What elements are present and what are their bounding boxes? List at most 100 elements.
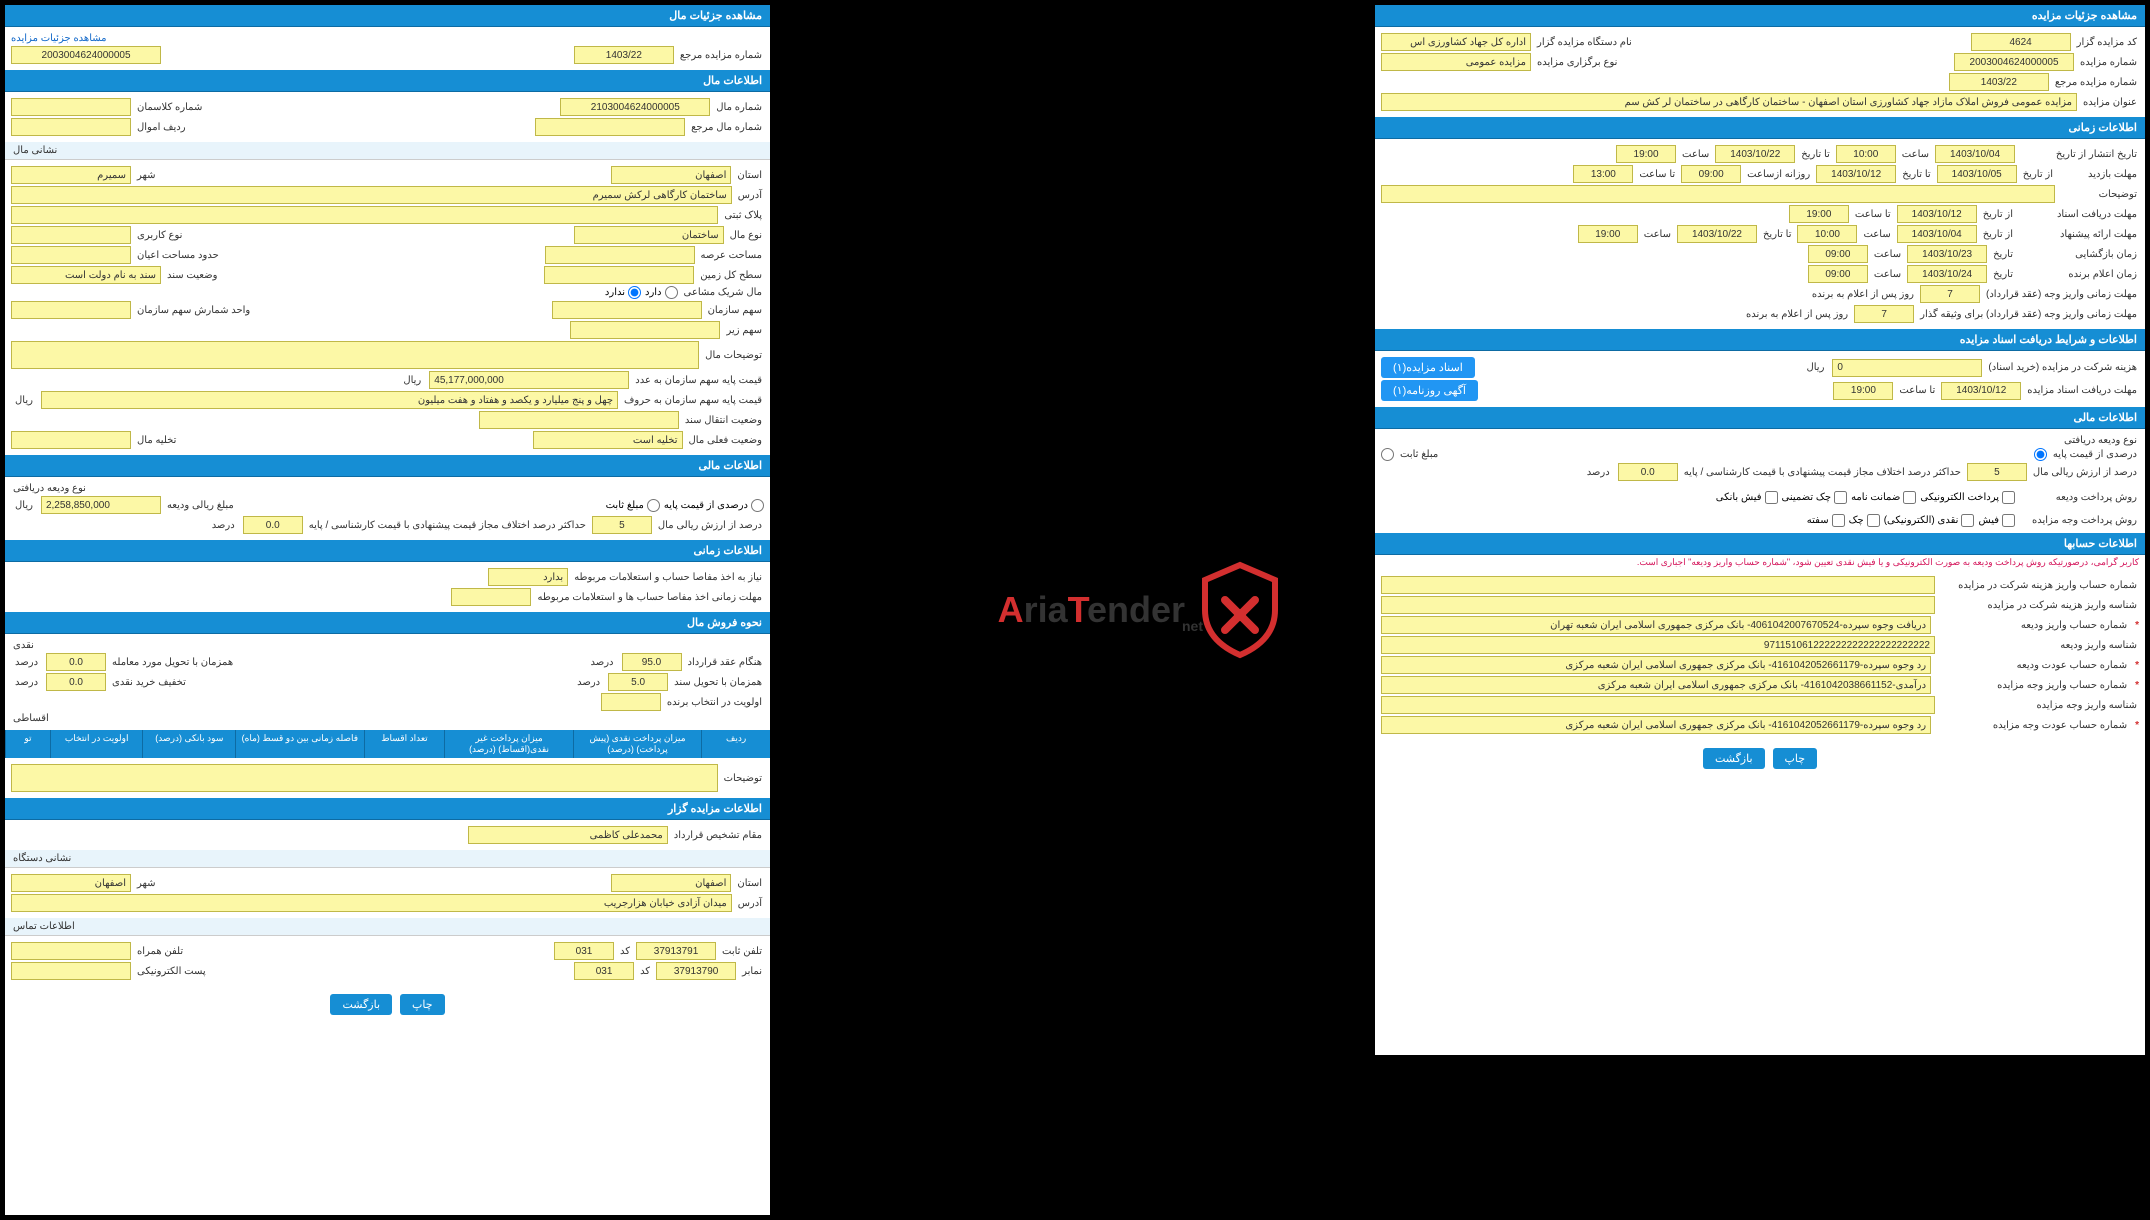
field-discount: 0.0 [46, 673, 106, 691]
field-delivery: 0.0 [46, 653, 106, 671]
field-usage [11, 226, 131, 244]
th6: سود بانکی (درصد) [142, 730, 235, 758]
cb-m2[interactable] [1903, 491, 1916, 504]
label-deposit-type: نوع ودیعه دریافتی [2019, 435, 2139, 446]
section-financial: اطلاعات مالی [1375, 407, 2145, 429]
label-address2: آدرس [736, 898, 764, 909]
cb-m4[interactable] [1765, 491, 1778, 504]
field-max-diff: 0.0 [1618, 463, 1678, 481]
link-auction-detail[interactable]: مشاهده جزئیات مزایده [11, 33, 107, 44]
field-max-diff-l: 0.0 [243, 516, 303, 534]
field-need-clear: بدارد [488, 568, 568, 586]
radio-pct[interactable] [2034, 448, 2047, 461]
cb-p3[interactable] [1867, 514, 1880, 527]
field-vacate [11, 431, 131, 449]
u-pct2: درصد [11, 657, 42, 668]
label-days-after: روز پس از اعلام به برنده [1810, 289, 1916, 300]
field-auction-type: مزایده عمومی [1381, 53, 1531, 71]
cb-p2[interactable] [1961, 514, 1974, 527]
label-days-after2: روز پس از اعلام به برنده [1744, 309, 1850, 320]
cb-m1[interactable] [2002, 491, 2015, 504]
label-need-clear: نیاز به اخذ مفاصا حساب و استعلامات مربوط… [572, 572, 764, 583]
l-dt: تا ساعت [1853, 209, 1893, 220]
label-vacate: تخلیه مال [135, 435, 178, 446]
unit-pct: درصد [1583, 467, 1614, 478]
btn-print-left[interactable]: چاپ [400, 994, 445, 1015]
unit-riyal-l: ریال [399, 375, 425, 386]
accounts-note: کاربر گرامی، درصورتیکه روش پرداخت ودیعه … [1375, 555, 2145, 570]
label-deposit-type-l: نوع ودیعه دریافتی [11, 483, 88, 494]
cb-p1[interactable] [2002, 514, 2015, 527]
lbl-time2: ساعت [1680, 149, 1711, 160]
btn-back-left[interactable]: بازگشت [330, 994, 392, 1015]
field-current: تخلیه است [533, 431, 683, 449]
field-org: اداره کل جهاد کشاورزی اس [1381, 33, 1531, 51]
label-acc6: شماره حساب واریز وجه مزایده [1935, 680, 2129, 691]
label-province: استان [735, 170, 764, 181]
th1: ردیف [701, 730, 770, 758]
u-pct1: درصد [586, 657, 617, 668]
label-acc4: شناسه واریز ودیعه [1939, 640, 2139, 651]
btn-print-right[interactable]: چاپ [1773, 748, 1818, 769]
label-acc1: شماره حساب واریز هزینه شرکت در مزایده [1939, 580, 2139, 591]
field-publish-to: 1403/10/22 [1715, 145, 1795, 163]
btn-auction-docs[interactable]: اسناد مزایده(۱) [1381, 357, 1475, 378]
label-ayan: حدود مساحت اعیان [135, 250, 221, 261]
field-acc8: رد وجوه سپرده-4161042052661179- بانک مرک… [1381, 716, 1931, 734]
field-auth: محمدعلی کاظمی [468, 826, 668, 844]
label-area: مساحت عرصه [699, 250, 764, 261]
label-max-diff: حداکثر درصد اختلاف مجاز قیمت پیشنهادی با… [1682, 467, 1963, 478]
btn-newspaper[interactable]: آگهی روزنامه(۱) [1381, 380, 1478, 401]
radio-share-no[interactable] [628, 286, 641, 299]
cb-p4[interactable] [1832, 514, 1845, 527]
field-open-time: 09:00 [1808, 245, 1868, 263]
radio-fixed[interactable] [1381, 448, 1394, 461]
field-mobile [11, 942, 131, 960]
label-auction-no: شماره مزایده [2078, 57, 2139, 68]
field-doc: 5.0 [608, 673, 668, 691]
label-ref-l: شماره مزایده مرجع [678, 50, 764, 61]
field-guarantee-time: 7 [1854, 305, 1914, 323]
field-fax: 37913790 [656, 962, 736, 980]
u-pct4: درصد [11, 677, 42, 688]
radio-share-yes[interactable] [665, 286, 678, 299]
cb-m3[interactable] [1834, 491, 1847, 504]
btn-back-right[interactable]: بازگشت [1703, 748, 1765, 769]
label-pct-from: درصد از ارزش ریالی مال [656, 520, 764, 531]
label-acc5: شماره حساب عودت ودیعه [1935, 660, 2129, 671]
field-doc-to-t: 19:00 [1789, 205, 1849, 223]
radio-pct-l[interactable] [751, 499, 764, 512]
field-visit-from: 1403/10/05 [1937, 165, 2017, 183]
field-acc6: درآمدی-4161042038661152- بانک مرکزی جمهو… [1381, 676, 1931, 694]
field-deposit-amt: 2,258,850,000 [41, 496, 161, 514]
field-acc7 [1381, 696, 1935, 714]
l-ot: تا تاریخ [1761, 229, 1794, 240]
unit-pct-l: درصد [208, 520, 239, 531]
radio-fixed-l[interactable] [647, 499, 660, 512]
field-under [570, 321, 720, 339]
l-ddt: تا ساعت [1897, 385, 1937, 396]
l-ott: ساعت [1642, 229, 1673, 240]
field-announce-date: 1403/10/24 [1907, 265, 1987, 283]
label-delivery: همزمان با تحویل مورد معامله [110, 657, 235, 668]
label-guarantee-time: مهلت زمانی واریز وجه (عقد قرارداد) برای … [1918, 309, 2139, 320]
lbl-p3: چک [1849, 515, 1864, 526]
field-base-price-text: چهل و پنج میلیارد و یکصد و هفتاد و هفت م… [41, 391, 618, 409]
label-address: آدرس [736, 190, 764, 201]
field-transfer [479, 411, 679, 429]
label-notes2: توضیحات [722, 773, 764, 784]
label-base-price-text: قیمت پایه سهم سازمان به حروف [622, 395, 764, 406]
l-opt: ساعت [1872, 249, 1903, 260]
field-ref-l: 1403/22 [574, 46, 674, 64]
field-acc2 [1381, 596, 1935, 614]
label-unit: واحد شمارش سهم سازمان [135, 305, 252, 316]
section-auction-details: مشاهده جزئیات مزایده [1375, 5, 2145, 27]
l-oft: ساعت [1861, 229, 1892, 240]
field-doc-from: 1403/10/12 [1897, 205, 1977, 223]
lbl-m2: ضمانت نامه [1851, 492, 1900, 503]
th8: تو [5, 730, 50, 758]
unit-riyal-l3: ریال [11, 500, 37, 511]
label-ref-mal: شماره مال مرجع [689, 122, 764, 133]
l-df: از تاریخ [1981, 209, 2015, 220]
field-offer-to: 1403/10/22 [1677, 225, 1757, 243]
